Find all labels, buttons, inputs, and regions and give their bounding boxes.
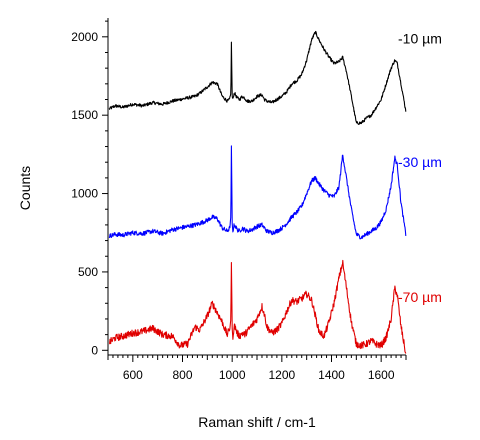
- series-label-2: -30 µm: [398, 154, 442, 170]
- x-tick-label: 600: [123, 368, 143, 382]
- y-tick-label: 0: [91, 343, 98, 357]
- series-line-3: [108, 259, 407, 354]
- y-axis-title: Counts: [17, 166, 33, 210]
- series-label-1: -10 µm: [398, 30, 442, 46]
- x-tick-label: 1400: [318, 368, 345, 382]
- y-tick-label: 1500: [71, 108, 98, 122]
- y-tick-label: 2000: [71, 30, 98, 44]
- series-traces: [108, 30, 407, 354]
- series-line-1: [108, 30, 407, 125]
- x-tick-label: 1000: [219, 368, 246, 382]
- series-labels: -10 µm -30 µm -70 µm: [398, 30, 442, 305]
- x-tick-label: 1200: [268, 368, 295, 382]
- series-label-3: -70 µm: [398, 289, 442, 305]
- y-tick-label: 1000: [71, 187, 98, 201]
- series-line-2: [108, 145, 407, 240]
- x-tick-label: 800: [172, 368, 192, 382]
- x-axis-title: Raman shift / cm-1: [198, 414, 316, 430]
- x-tick-label: 1600: [368, 368, 395, 382]
- axes: 0 500 1000 1500 2000 600 800 1000 1200 1400 1600: [71, 18, 407, 382]
- y-tick-label: 500: [78, 265, 98, 279]
